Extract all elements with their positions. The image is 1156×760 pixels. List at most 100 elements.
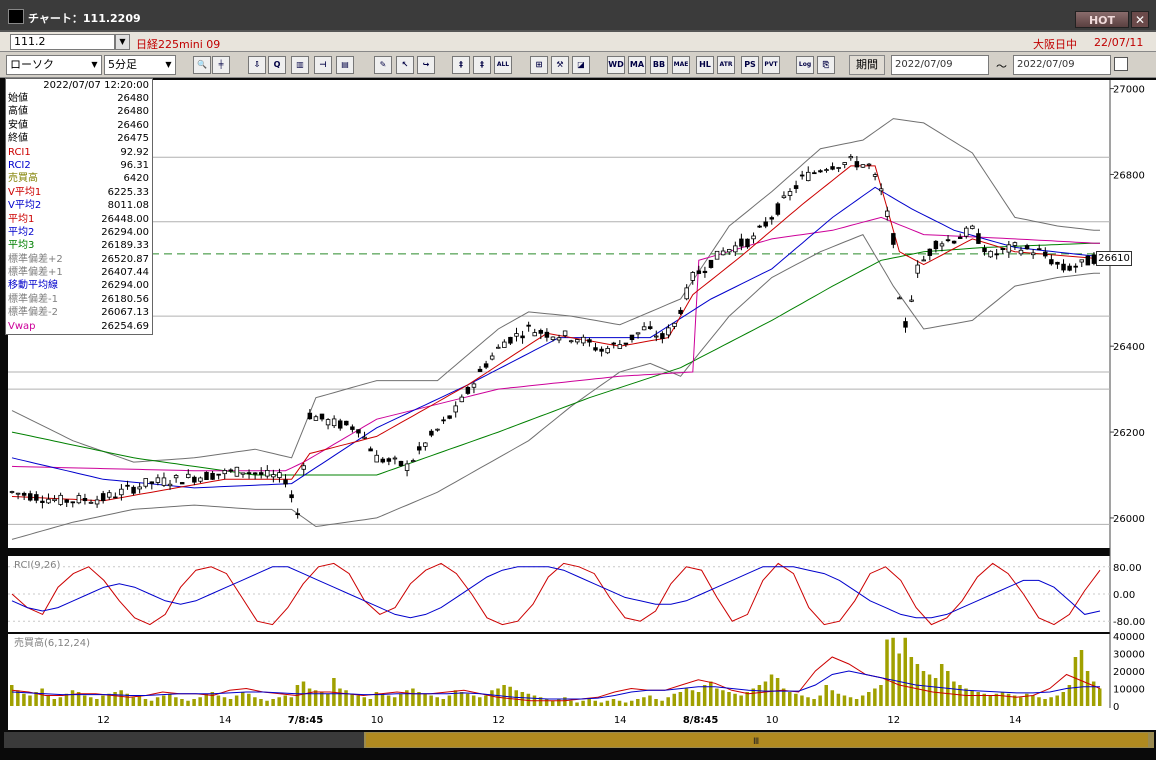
volume-bar [927,674,932,706]
scrollbar-thumb[interactable] [366,733,1148,747]
candle-select-icon[interactable]: ‡ [473,56,491,74]
volume-bar [642,697,646,706]
candle-body [429,430,434,436]
zoom-icon[interactable]: 🔍 [193,56,211,74]
volume-bar [174,697,178,706]
candle-body [459,396,465,403]
cursor-icon[interactable]: ↖ [396,56,414,74]
export-icon[interactable]: ⎘ [817,56,835,74]
volume-bar [696,692,701,706]
candle-body [696,270,702,274]
candle-body [647,326,653,329]
arrow-icon[interactable]: ↪ [417,56,435,74]
candle-body [404,463,410,471]
pencil-icon[interactable]: ✎ [374,56,392,74]
candle-body [702,270,708,274]
candle-body [824,169,829,171]
info-row: 標準偏差+1 26407.44 [6,266,152,279]
volume-bar [277,697,281,706]
candle-body [167,483,173,487]
candle-body [690,272,695,281]
magnify-icon[interactable]: Q [268,56,286,74]
candle-body [386,458,392,462]
ind-ps[interactable]: PS [741,56,759,74]
volume-bar [417,692,421,706]
ind-atr[interactable]: ATR [717,56,735,74]
palette-icon[interactable]: ◪ [572,56,590,74]
candle-body [277,472,282,478]
bar-chart-icon[interactable]: ▥ [291,56,309,74]
volume-bar [830,690,835,706]
candle-body [15,492,21,495]
volume-bar [557,699,561,706]
interval-select[interactable]: 5分足 ▼ [104,55,176,75]
candle-body [313,416,319,421]
candle-body [356,429,361,434]
candle-body [325,419,331,426]
date-to-input[interactable]: 2022/07/09 [1013,55,1111,75]
wrench-icon[interactable]: ⚒ [551,56,569,74]
ind-bb[interactable]: BB [650,56,668,74]
candle-body [988,250,993,258]
ma3-line [11,242,1100,476]
volume-bar [520,692,525,706]
volume-bar [727,692,731,706]
candle-body [599,348,604,352]
candle-body [58,494,63,505]
candle-body [27,493,33,501]
hot-button[interactable]: HOT [1075,11,1129,28]
chevron-down-icon[interactable]: ▼ [162,56,175,74]
volume-bar [939,664,944,706]
crosshair-icon[interactable]: ╪ [212,56,230,74]
date-from-input[interactable]: 2022/07/09 [891,55,989,75]
candle-body [915,264,920,274]
candle-body [137,486,142,490]
log-icon[interactable]: Log [796,56,814,74]
volume-bar [168,693,172,706]
volume-bar [28,695,32,706]
candle-body [970,225,975,229]
current-price-tag: 26610 [1096,251,1132,266]
candle-body [307,412,313,420]
candle-body [40,500,45,503]
candle-body [939,243,945,247]
down-arrow-icon[interactable]: ⇩ [248,56,266,74]
volume-bar [757,685,762,706]
info-label: 標準偏差+2 [8,253,63,265]
ind-ma[interactable]: MA [628,56,646,74]
close-icon[interactable]: ✕ [1131,11,1149,28]
ind-pvt[interactable]: PVT [762,56,780,74]
ruler-icon[interactable]: ⊣ [314,56,332,74]
date-checkbox[interactable] [1114,57,1128,71]
volume-bar [581,700,585,706]
candle-body [556,337,562,341]
all-icon[interactable]: ALL [494,56,512,74]
ind-wd[interactable]: WD [607,56,625,74]
chart-area[interactable]: Ⅲ 26000 26200 26400 26800 27000 12 14 7/8:45 10 12… [0,78,1156,760]
symbol-code-input[interactable]: 111.2 [10,34,115,50]
candle-body [830,166,835,170]
volume-bar [1098,688,1102,706]
ind-hl[interactable]: HL [696,56,714,74]
volume-bar [952,681,956,706]
volume-bar [307,688,312,706]
chevron-down-icon[interactable]: ▼ [88,56,101,74]
volume-bar [648,695,652,706]
candle-body [878,188,884,192]
candle-body [1049,259,1054,265]
chart-type-select[interactable]: ローソク ▼ [6,55,102,75]
page-icon[interactable]: ▤ [336,56,354,74]
candle-body [1024,245,1030,250]
ind-mae[interactable]: MAE [672,56,690,74]
grid-icon[interactable]: ⊞ [530,56,548,74]
volume-bar [636,699,640,706]
candle-body [131,486,136,494]
candle-body [465,386,471,394]
candle-body [672,322,677,327]
candle-icon[interactable]: ‡ [452,56,470,74]
symbol-dropdown-icon[interactable]: ▼ [115,34,130,50]
volume-bar [575,702,579,706]
y-tick-label: 27000 [1113,85,1145,96]
period-button[interactable]: 期間 [849,55,885,75]
candle-body [757,225,762,228]
